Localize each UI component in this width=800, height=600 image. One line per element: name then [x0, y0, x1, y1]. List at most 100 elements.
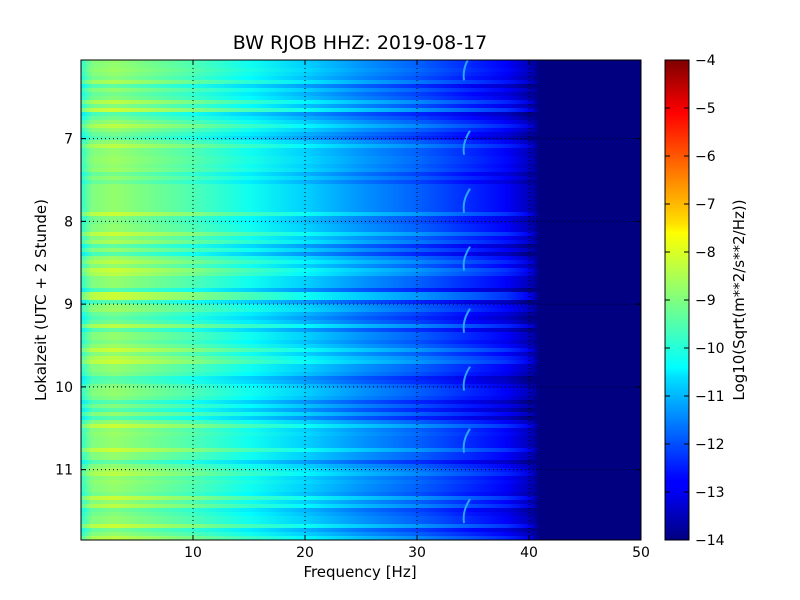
heatmap-row: [81, 260, 641, 264]
y-tick-label: 10: [55, 380, 73, 396]
heatmap-row: [81, 84, 641, 88]
heatmap-row: [81, 512, 641, 516]
heatmap-row: [81, 324, 641, 328]
heatmap-row: [81, 76, 641, 80]
heatmap-row: [81, 316, 641, 320]
heatmap-row: [81, 108, 641, 112]
heatmap-row: [81, 232, 641, 236]
x-tick-label: 40: [520, 545, 538, 561]
heatmap-row: [81, 244, 641, 248]
heatmap-row: [81, 288, 641, 292]
heatmap-row: [81, 432, 641, 436]
heatmap-row: [81, 112, 641, 116]
x-tick-label: 30: [408, 545, 426, 561]
spectral-arc: [462, 188, 471, 213]
colorbar-tick-label: −4: [695, 53, 716, 69]
heatmap-row: [81, 296, 641, 300]
colorbar-tick-label: −6: [695, 149, 716, 165]
heatmap-row: [81, 376, 641, 380]
heatmap-row: [81, 92, 641, 96]
colorbar-tick-label: −13: [695, 485, 725, 501]
heatmap-row: [81, 132, 641, 136]
heatmap-row: [81, 372, 641, 376]
colorbar: −4 −5 −6 −7 −8 −9 −10 −11 −12 −13 −14 Log10(Sqrt(m…: [664, 53, 748, 549]
heatmap-row: [81, 256, 641, 260]
heatmap-row: [81, 396, 641, 400]
heatmap-row: [81, 356, 641, 360]
heatmap-row: [81, 180, 641, 184]
colorbar-tick-label: −8: [695, 245, 716, 261]
heatmap-row: [81, 104, 641, 108]
heatmap-row: [81, 496, 641, 500]
heatmap-row: [81, 380, 641, 384]
heatmap-row: [81, 384, 641, 388]
colorbar-tick-label: −11: [695, 389, 725, 405]
heatmap-row: [81, 216, 641, 220]
heatmap-row: [81, 504, 641, 508]
colorbar-tick-label: −5: [695, 101, 716, 117]
x-tick-label: 50: [632, 545, 650, 561]
y-tick-label: 11: [55, 463, 73, 479]
chart-title: BW RJOB HHZ: 2019-08-17: [233, 32, 487, 54]
heatmap-row: [81, 160, 641, 164]
heatmap-row: [81, 116, 641, 120]
heatmap-row: [81, 68, 641, 72]
heatmap-row: [81, 252, 641, 256]
heatmap-row: [81, 212, 641, 216]
heatmap-row: [81, 460, 641, 464]
y-tick-label: 8: [64, 214, 73, 230]
heatmap-row: [81, 472, 641, 476]
colorbar-label: Log10(Sqrt(m**2/s**2/Hz)): [730, 199, 748, 400]
heatmap-row: [81, 80, 641, 84]
heatmap-row: [81, 536, 641, 540]
heatmap-row: [81, 480, 641, 484]
heatmap-row: [81, 448, 641, 452]
heatmap-row: [81, 340, 641, 344]
heatmap-row: [81, 136, 641, 140]
spectral-arc: [462, 308, 471, 333]
colorbar-tick-label: −9: [695, 293, 716, 309]
heatmap-row: [81, 408, 641, 412]
heatmap-row: [81, 300, 641, 304]
y-axis-label: Lokalzeit (UTC + 2 Stunde): [32, 199, 50, 401]
heatmap-row: [81, 124, 641, 128]
heatmap-row: [81, 508, 641, 512]
heatmap-row: [81, 308, 641, 312]
spectral-arc: [462, 130, 471, 155]
heatmap-row: [81, 528, 641, 532]
spectral-arc: [462, 366, 471, 391]
heatmap-row: [81, 348, 641, 352]
heatmap-row: [81, 424, 641, 428]
x-tick-label: 20: [296, 545, 314, 561]
heatmap-row: [81, 320, 641, 324]
heatmap-row: [81, 100, 641, 104]
x-axis-ticks: 10 20 30 40 50: [184, 60, 650, 561]
x-axis-label: Frequency [Hz]: [303, 563, 416, 581]
plot-area: [81, 60, 641, 540]
colorbar-tick-label: −7: [695, 197, 716, 213]
heatmap-row: [81, 172, 641, 176]
heatmap-row: [81, 144, 641, 148]
heatmap-row: [81, 400, 641, 404]
grid-lines: [81, 60, 641, 540]
heatmap-row: [81, 360, 641, 364]
heatmap-row: [81, 292, 641, 296]
heatmap-row: [81, 268, 641, 272]
colorbar-ticks: −4 −5 −6 −7 −8 −9 −10 −11 −12 −13 −14: [665, 53, 725, 549]
heatmap-row: [81, 404, 641, 408]
spectral-arc: [462, 498, 471, 524]
colorbar-tick-label: −10: [695, 341, 725, 357]
heatmap-row: [81, 416, 641, 420]
y-tick-label: 7: [64, 132, 73, 148]
spectral-arc: [462, 428, 471, 453]
colorbar-tick-label: −14: [695, 533, 725, 549]
x-tick-label: 10: [184, 545, 202, 561]
y-axis-ticks: 7 8 9 10 11: [55, 132, 641, 479]
heatmap-row: [81, 156, 641, 160]
heatmap-row: [81, 240, 641, 244]
heatmap-row: [81, 220, 641, 224]
spectral-arc-features: [462, 60, 471, 524]
heatmap-row: [81, 492, 641, 496]
heatmap-row: [81, 524, 641, 528]
